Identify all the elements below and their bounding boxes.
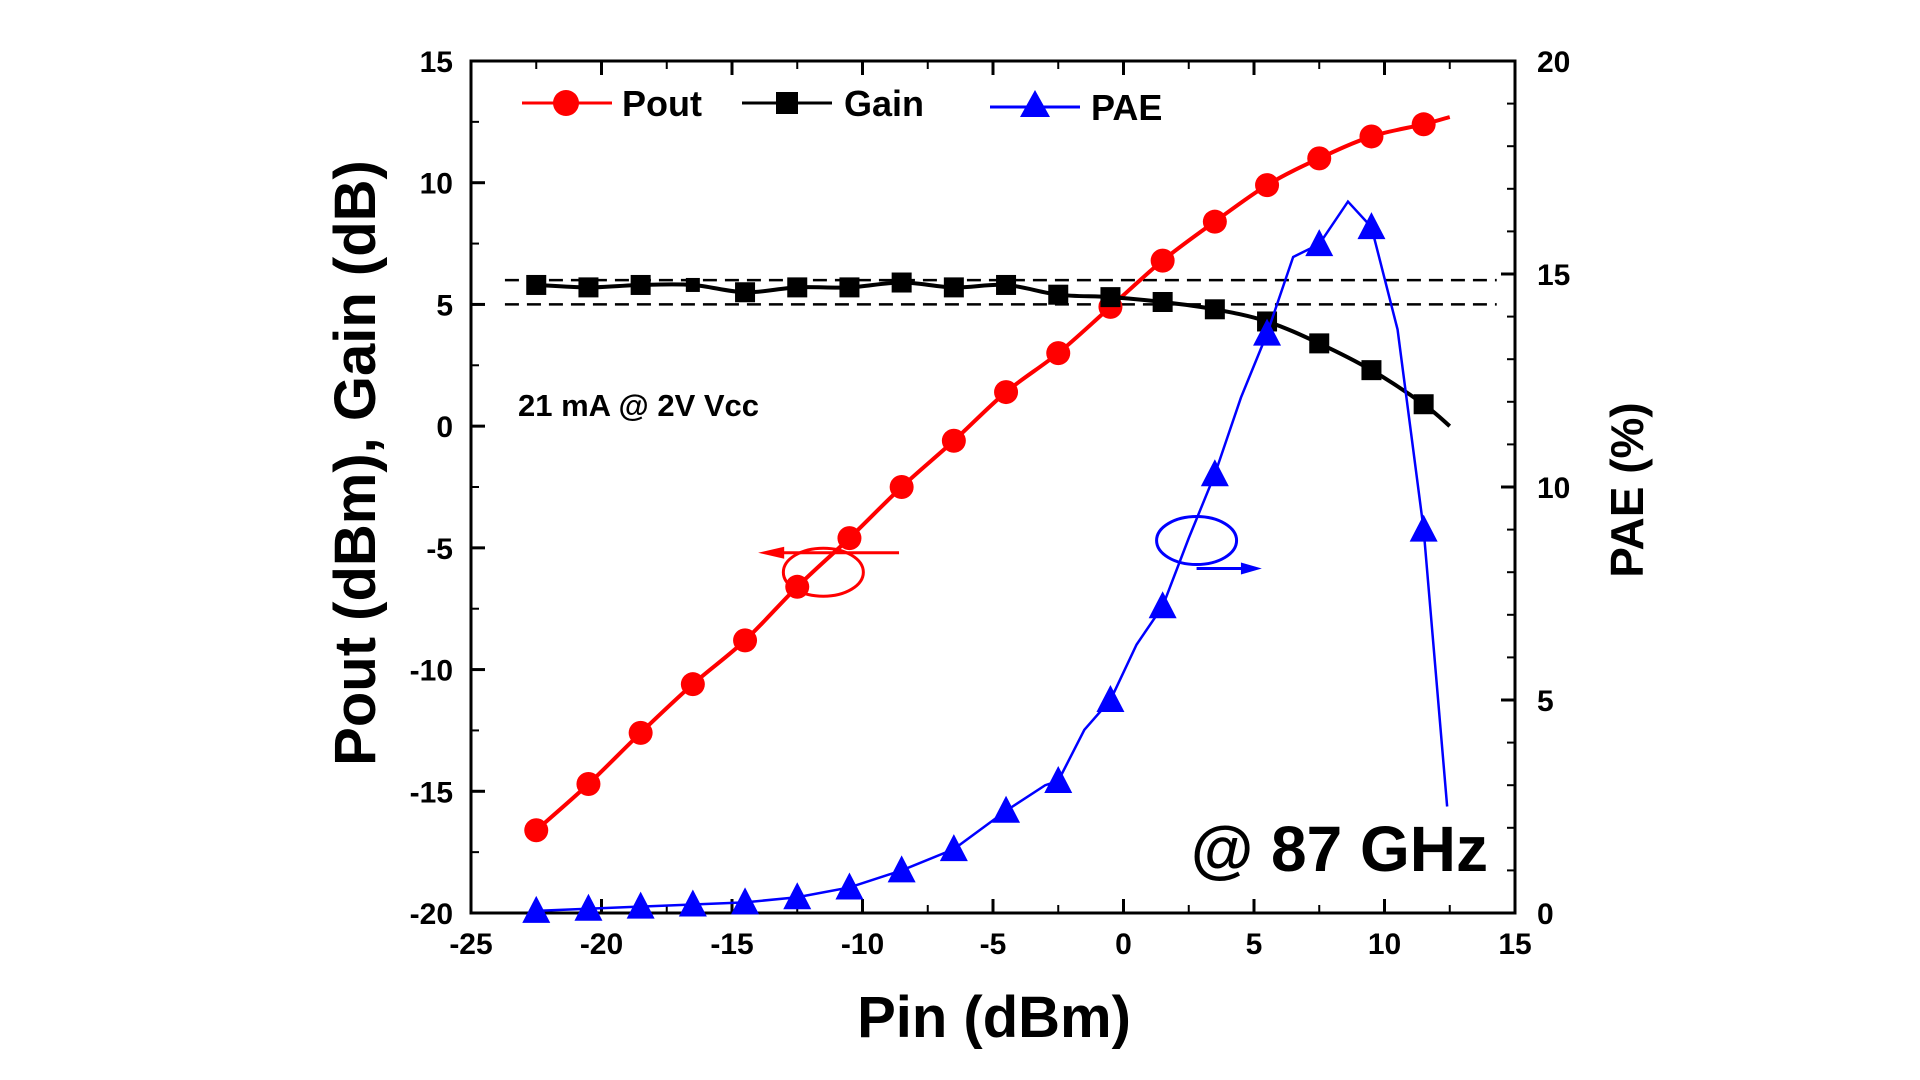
- pout-point: [941, 428, 966, 453]
- pae-point: [574, 893, 603, 921]
- gain-point: [891, 272, 912, 293]
- x-tick-label: -10: [841, 928, 884, 961]
- right-arrowhead-icon: [1240, 562, 1262, 575]
- y-right-tick-label: 10: [1537, 472, 1570, 505]
- legend-pout-label: Pout: [622, 83, 702, 124]
- gain-point: [839, 277, 860, 298]
- x-tick-label: -25: [449, 928, 492, 961]
- y-left-tick-label: -10: [410, 655, 453, 688]
- y-axis-right-title: PAE (%): [1601, 402, 1653, 578]
- pout-point: [1150, 248, 1175, 273]
- gain-point: [787, 277, 808, 298]
- pout-point: [733, 628, 758, 653]
- pae-point: [783, 882, 812, 910]
- y-right-tick-label: 5: [1537, 685, 1554, 718]
- y-axis-left-title: Pout (dBm), Gain (dB): [323, 160, 388, 766]
- y-left-tick-label: -15: [410, 776, 453, 809]
- gain-point: [1100, 287, 1121, 308]
- x-tick-label: 15: [1498, 928, 1531, 961]
- pae-point: [1096, 685, 1125, 712]
- pae-point: [1148, 591, 1177, 619]
- x-tick-label: -20: [580, 928, 623, 961]
- gain-point: [943, 277, 964, 298]
- y-left-tick-label: -5: [426, 533, 453, 566]
- pout-point: [680, 672, 705, 697]
- pae-point: [1200, 459, 1229, 487]
- x-tick-label: 10: [1368, 928, 1401, 961]
- x-axis-title: Pin (dBm): [857, 985, 1131, 1050]
- pae-point: [1409, 514, 1438, 542]
- pae-point: [1357, 212, 1386, 240]
- pout-axis-indicator-ellipse: [781, 546, 865, 598]
- pout-point: [889, 475, 914, 499]
- legend-pae-label: PAE: [1091, 87, 1162, 128]
- pout-point: [1046, 341, 1071, 366]
- gain-point: [578, 277, 599, 298]
- pae-axis-indicator-ellipse: [1155, 515, 1239, 567]
- gain-point: [1152, 291, 1173, 312]
- pae-point: [1253, 318, 1282, 346]
- gain-point: [1413, 394, 1434, 415]
- legend-pae: PAE: [990, 87, 1162, 128]
- pae-point: [1305, 229, 1334, 257]
- gain-point: [735, 282, 756, 303]
- y-right-tick-label: 0: [1537, 898, 1554, 931]
- pout-point: [994, 380, 1019, 405]
- pout-point: [576, 771, 601, 796]
- x-tick-label: -15: [710, 928, 753, 961]
- plot-frame: [469, 59, 1517, 915]
- legend-pout: Pout: [522, 83, 702, 124]
- frequency-annotation: @ 87 GHz: [1191, 813, 1488, 885]
- y-left-tick-label: -20: [410, 898, 453, 931]
- y-right-tick-label: 15: [1537, 259, 1570, 292]
- gain-point: [1204, 299, 1225, 320]
- pae-point: [939, 834, 968, 862]
- pae-point: [1044, 765, 1073, 793]
- left-arrowhead-icon: [758, 546, 785, 559]
- legend-pae-marker: [1020, 90, 1050, 117]
- legend-gain-label: Gain: [844, 83, 924, 124]
- y-right-tick-label: 20: [1537, 46, 1570, 79]
- x-tick-label: 0: [1115, 928, 1132, 961]
- gain-point: [1048, 284, 1069, 305]
- legend-gain-marker: [776, 92, 798, 114]
- pout-line: [534, 115, 1451, 832]
- y-left-tick-label: 0: [436, 411, 453, 444]
- pae-line: [536, 199, 1449, 913]
- gain-point: [1361, 360, 1382, 381]
- gain-point: [685, 277, 700, 292]
- pae-point: [835, 872, 864, 900]
- pae-point: [626, 891, 655, 919]
- y-left-tick-label: 5: [436, 289, 453, 322]
- plot-layer: -25 -20 -15 -10 -5 0 5 10 15-20-15-10-5051015051…: [410, 46, 1571, 961]
- pout-point: [628, 720, 653, 745]
- pout-point: [1359, 124, 1384, 149]
- legend-gain: Gain: [742, 83, 924, 124]
- pae-point: [887, 855, 916, 883]
- pout-point: [1202, 209, 1227, 234]
- pae-point: [992, 795, 1021, 823]
- y-left-tick-label: 10: [420, 168, 453, 201]
- pout-point: [524, 818, 549, 843]
- pae-point: [678, 889, 707, 917]
- gain-point: [1309, 333, 1330, 354]
- pout-point: [1307, 146, 1332, 171]
- x-tick-label: 5: [1246, 928, 1263, 961]
- legend-pout-marker: [553, 90, 579, 116]
- x-tick-label: -5: [980, 928, 1007, 961]
- gain-point: [996, 274, 1017, 295]
- pout-point: [837, 526, 862, 551]
- bias-annotation: 21 mA @ 2V Vcc: [518, 388, 759, 423]
- pout-point: [1255, 173, 1280, 198]
- gain-point: [630, 274, 651, 295]
- gain-point: [526, 274, 547, 295]
- pout-point: [1411, 112, 1436, 137]
- pae-point: [522, 895, 551, 923]
- y-left-tick-label: 15: [420, 46, 453, 79]
- pae-point: [731, 887, 760, 915]
- legend: Pout Gain PAE: [522, 83, 1162, 128]
